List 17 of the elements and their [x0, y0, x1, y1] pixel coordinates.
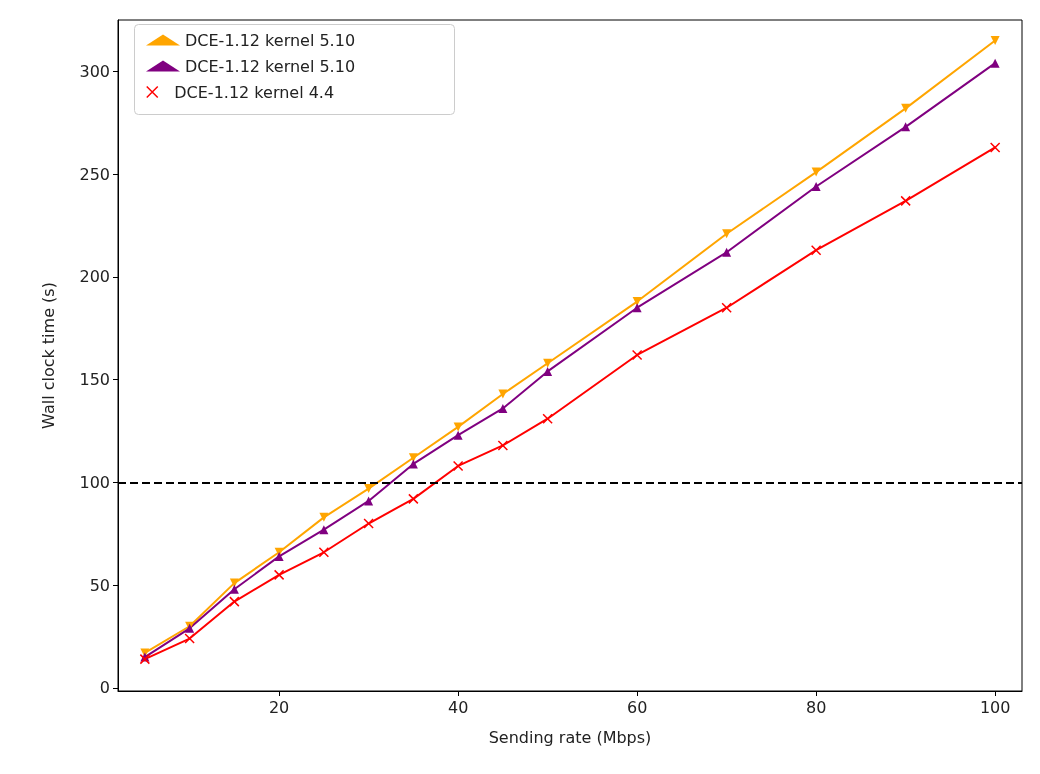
y-tick-label: 150 [79, 370, 110, 390]
y-tick-label: 50 [89, 575, 110, 595]
y-tick-label: 250 [79, 164, 110, 184]
legend-label: DCE-1.12 kernel 5.10 [185, 30, 356, 50]
y-tick-label: 0 [99, 678, 110, 698]
y-axis-title: Wall clock time (s) [38, 282, 58, 429]
x-tick-label: 80 [805, 697, 827, 717]
x-axis-title: Sending rate (Mbps) [488, 727, 652, 747]
y-tick-label: 300 [79, 61, 110, 81]
y-tick-label: 200 [79, 267, 110, 287]
legend-label: DCE-1.12 kernel 4.4 [174, 82, 335, 102]
x-tick-label: 40 [447, 697, 469, 717]
legend-label: DCE-1.12 kernel 5.10 [185, 56, 356, 76]
y-tick-label: 100 [79, 472, 110, 492]
x-tick-label: 60 [626, 697, 648, 717]
x-tick-label: 20 [268, 697, 290, 717]
x-tick-label: 100 [979, 697, 1011, 717]
